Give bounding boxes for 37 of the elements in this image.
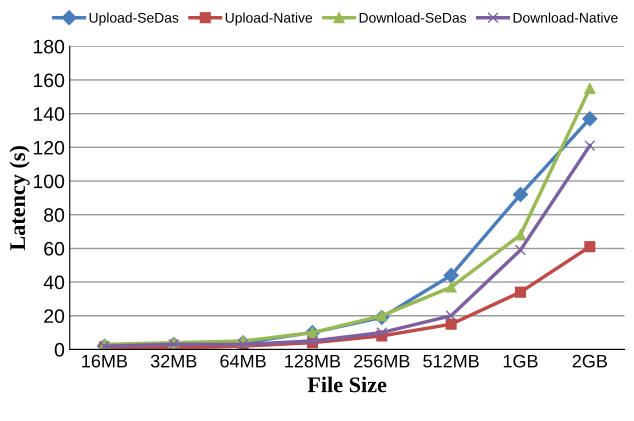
point [582,111,598,126]
point [512,186,528,202]
point [376,327,388,338]
point [514,286,526,298]
x-tick-label: 64MB [220,354,266,368]
point [584,241,596,252]
legend-label: Upload-SeDas [90,12,178,26]
x-tick-label: 256MB [354,354,410,368]
x-tick-label: 512MB [423,354,479,368]
y-tick-label: 120 [34,140,64,155]
point [514,229,526,240]
point [446,310,457,322]
point [444,268,459,283]
point [514,244,526,256]
legend-label: Download-Native [514,12,618,23]
y-tick-label: 0 [54,342,64,357]
x-tick-label: 2GB [572,354,607,368]
y-tick-label: 180 [34,40,64,54]
legend-label: Upload-Native [226,12,312,26]
y-tick-label: 140 [34,107,64,121]
y-tick-label: 80 [44,208,64,222]
x-tick-label: 128MB [285,354,340,368]
x-tick-label: 1GB [504,354,538,368]
y-tick-label: 100 [34,174,64,188]
point [584,82,596,94]
point [584,140,596,152]
y-tick-label: 20 [44,309,64,323]
x-axis-title: File Size [308,376,386,392]
y-tick-label: 60 [44,242,64,256]
point [446,282,457,293]
y-tick-label: 160 [34,73,64,88]
x-tick-label: 32MB [150,354,196,368]
legend-label: Download-SeDas [360,12,466,23]
y-axis-title: Latency (s) [9,146,30,250]
point [446,318,457,330]
y-tick-label: 40 [44,276,64,290]
x-tick-label: 16MB [82,354,128,368]
